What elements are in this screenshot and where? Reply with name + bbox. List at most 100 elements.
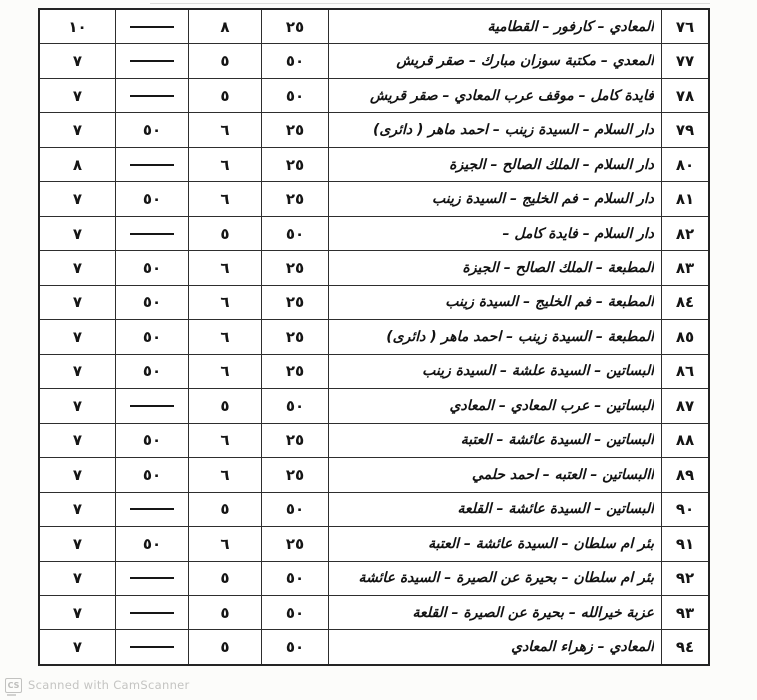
fare-value-cell: ٢٥ bbox=[262, 285, 329, 320]
route-name: المطبعة – السيدة زينب – احمد ماهر ( دائر… bbox=[386, 328, 654, 345]
secondary-fare-value-cell: ٥٠ bbox=[116, 285, 189, 320]
count-value-cell: ٦ bbox=[189, 458, 262, 492]
route-name-cell: فايدة كامل – موقف عرب المعادي – صقر قريش bbox=[329, 78, 662, 113]
secondary-fare-value-cell bbox=[116, 44, 189, 78]
fare-value-cell: ٢٥ bbox=[262, 354, 329, 389]
dash-line bbox=[130, 163, 174, 166]
route-name: االبساتين – العتبه – احمد حلمي bbox=[471, 466, 654, 483]
secondary-fare-value-cell: ٥٠ bbox=[116, 527, 189, 561]
count-value-cell: ٦ bbox=[189, 182, 262, 216]
route-number-cell: ٧٨ bbox=[675, 86, 695, 105]
table-row: ٧ ٥ ٥٠ المعدي – مكتبة سوزان مبارك – صقر … bbox=[40, 44, 708, 79]
frequency-value-cell: ٧ bbox=[40, 182, 116, 216]
dash-line bbox=[130, 232, 174, 235]
fare-value-cell: ٢٥ bbox=[262, 10, 329, 44]
frequency-value-cell: ١٠ bbox=[40, 10, 116, 44]
fare-value-cell: ٢٥ bbox=[262, 113, 329, 147]
table-row: ٧ ٥٠ ٦ ٢٥ دار السلام – السيدة زينب – احم… bbox=[40, 113, 708, 148]
frequency-value-cell: ٧ bbox=[40, 630, 116, 664]
route-name: فايدة كامل – موقف عرب المعادي – صقر قريش bbox=[369, 87, 654, 104]
table-row: ٧ ٥٠ ٦ ٢٥ االبساتين – العتبه – احمد حلمي… bbox=[40, 458, 708, 493]
count-value-cell: ٥ bbox=[189, 630, 262, 664]
route-name: عزبة خيرالله – بحيرة عن الصيرة – القلعة bbox=[412, 604, 654, 621]
route-name: البساتين – السيدة عائشة – القلعة bbox=[457, 501, 654, 518]
route-name: دار السلام – فم الخليج – السيدة زينب bbox=[432, 191, 654, 208]
route-name-cell: المعدي – مكتبة سوزان مبارك – صقر قريش bbox=[329, 44, 662, 78]
table-row: ٧ ٥٠ ٦ ٢٥ البساتين – السيدة عائشة – العت… bbox=[40, 423, 708, 459]
fare-value-cell: ٢٥ bbox=[262, 320, 329, 354]
route-number-cell: ٩٣ bbox=[675, 603, 695, 622]
count-value-cell: ٦ bbox=[189, 423, 262, 458]
route-name-cell: المطبعة – الملك الصالح – الجيزة bbox=[329, 251, 662, 285]
secondary-fare-value-cell: ٥٠ bbox=[116, 423, 189, 458]
route-name-cell: دار السلام – فايدة كامل – bbox=[329, 216, 662, 251]
route-name: المعدي – مكتبة سوزان مبارك – صقر قريش bbox=[396, 53, 654, 70]
route-name-cell: البساتين – السيدة علشة – السيدة زينب bbox=[329, 354, 662, 389]
frequency-value-cell: ٧ bbox=[40, 527, 116, 561]
count-value-cell: ٦ bbox=[189, 527, 262, 561]
secondary-fare-value-cell: ٥٠ bbox=[116, 113, 189, 147]
table-row: ٨ ٦ ٢٥ دار السلام – الملك الصالح – الجيز… bbox=[40, 147, 708, 183]
frequency-value-cell: ٧ bbox=[40, 492, 116, 527]
route-name-cell: البساتين – السيدة عائشة – القلعة bbox=[329, 492, 662, 527]
bus-routes-table: ١٠ ٨ ٢٥ المعادي – كارفور – القطامية ٧٦ ٧… bbox=[38, 8, 710, 666]
secondary-fare-value-cell: ٥٠ bbox=[116, 354, 189, 389]
watermark-text: Scanned with CamScanner bbox=[28, 678, 190, 692]
fare-value-cell: ٥٠ bbox=[262, 78, 329, 113]
dash-line bbox=[130, 60, 174, 63]
secondary-fare-value-cell bbox=[116, 389, 189, 423]
route-name: المطبعة – فم الخليج – السيدة زينب bbox=[445, 294, 654, 311]
dash-line bbox=[130, 508, 174, 511]
route-number-cell: ٨٧ bbox=[675, 396, 695, 415]
table-row: ٧ ٥ ٥٠ دار السلام – فايدة كامل – ٨٢ bbox=[40, 216, 708, 252]
table-row: ٧ ٥٠ ٦ ٢٥ المطبعة – الملك الصالح – الجيز… bbox=[40, 251, 708, 286]
fare-value-cell: ٥٠ bbox=[262, 44, 329, 78]
route-number-cell: ٧٦ bbox=[675, 17, 695, 36]
table-row: ٧ ٥٠ ٦ ٢٥ المطبعة – فم الخليج – السيدة ز… bbox=[40, 285, 708, 321]
secondary-fare-value-cell: ٥٠ bbox=[116, 182, 189, 216]
count-value-cell: ٥ bbox=[189, 44, 262, 78]
frequency-value-cell: ٧ bbox=[40, 595, 116, 630]
route-name-cell: البساتين – عرب المعادي – المعادي bbox=[329, 389, 662, 423]
route-name-cell: االبساتين – العتبه – احمد حلمي bbox=[329, 458, 662, 492]
route-name: بئر ام سلطان – السيدة عائشة – العتبة bbox=[428, 535, 654, 552]
route-name: دار السلام – الملك الصالح – الجيزة bbox=[449, 156, 654, 173]
fare-value-cell: ٥٠ bbox=[262, 389, 329, 423]
frequency-value-cell: ٧ bbox=[40, 44, 116, 78]
secondary-fare-value-cell: ٥٠ bbox=[116, 458, 189, 492]
table-row: ٧ ٥٠ ٦ ٢٥ المطبعة – السيدة زينب – احمد م… bbox=[40, 320, 708, 355]
frequency-value-cell: ٧ bbox=[40, 113, 116, 147]
route-name: البساتين – السيدة علشة – السيدة زينب bbox=[422, 363, 654, 380]
fare-value-cell: ٥٠ bbox=[262, 216, 329, 251]
route-number-cell: ٧٩ bbox=[675, 121, 695, 140]
route-name-cell: بئر ام سلطان – بحيرة عن الصيرة – السيدة … bbox=[329, 561, 662, 595]
count-value-cell: ٦ bbox=[189, 113, 262, 147]
route-number-cell: ٨٢ bbox=[675, 224, 695, 243]
fare-value-cell: ٢٥ bbox=[262, 182, 329, 216]
secondary-fare-value-cell bbox=[116, 630, 189, 664]
table-row: ٧ ٥٠ ٦ ٢٥ البساتين – السيدة علشة – السيد… bbox=[40, 354, 708, 390]
count-value-cell: ٥ bbox=[189, 78, 262, 113]
fare-value-cell: ٥٠ bbox=[262, 630, 329, 664]
secondary-fare-value-cell: ٥٠ bbox=[116, 320, 189, 354]
route-name-cell: المعادي – زهراء المعادي bbox=[329, 630, 662, 664]
frequency-value-cell: ٨ bbox=[40, 147, 116, 182]
route-name-cell: دار السلام – الملك الصالح – الجيزة bbox=[329, 147, 662, 182]
route-name: البساتين – السيدة عائشة – العتبة bbox=[460, 432, 654, 449]
route-number-cell: ٩٠ bbox=[675, 500, 695, 519]
frequency-value-cell: ٧ bbox=[40, 423, 116, 458]
route-name-cell: المطبعة – السيدة زينب – احمد ماهر ( دائر… bbox=[329, 320, 662, 354]
route-name-cell: بئر ام سلطان – السيدة عائشة – العتبة bbox=[329, 527, 662, 561]
secondary-fare-value-cell bbox=[116, 492, 189, 527]
count-value-cell: ٦ bbox=[189, 251, 262, 285]
count-value-cell: ٦ bbox=[189, 285, 262, 320]
secondary-fare-value-cell bbox=[116, 561, 189, 595]
count-value-cell: ٥ bbox=[189, 561, 262, 595]
route-name-cell: المعادي – كارفور – القطامية bbox=[329, 10, 662, 44]
route-name-cell: دار السلام – فم الخليج – السيدة زينب bbox=[329, 182, 662, 216]
route-name-cell: عزبة خيرالله – بحيرة عن الصيرة – القلعة bbox=[329, 595, 662, 630]
count-value-cell: ٥ bbox=[189, 216, 262, 251]
count-value-cell: ٦ bbox=[189, 354, 262, 389]
route-number-cell: ٨٤ bbox=[675, 293, 695, 312]
frequency-value-cell: ٧ bbox=[40, 320, 116, 354]
